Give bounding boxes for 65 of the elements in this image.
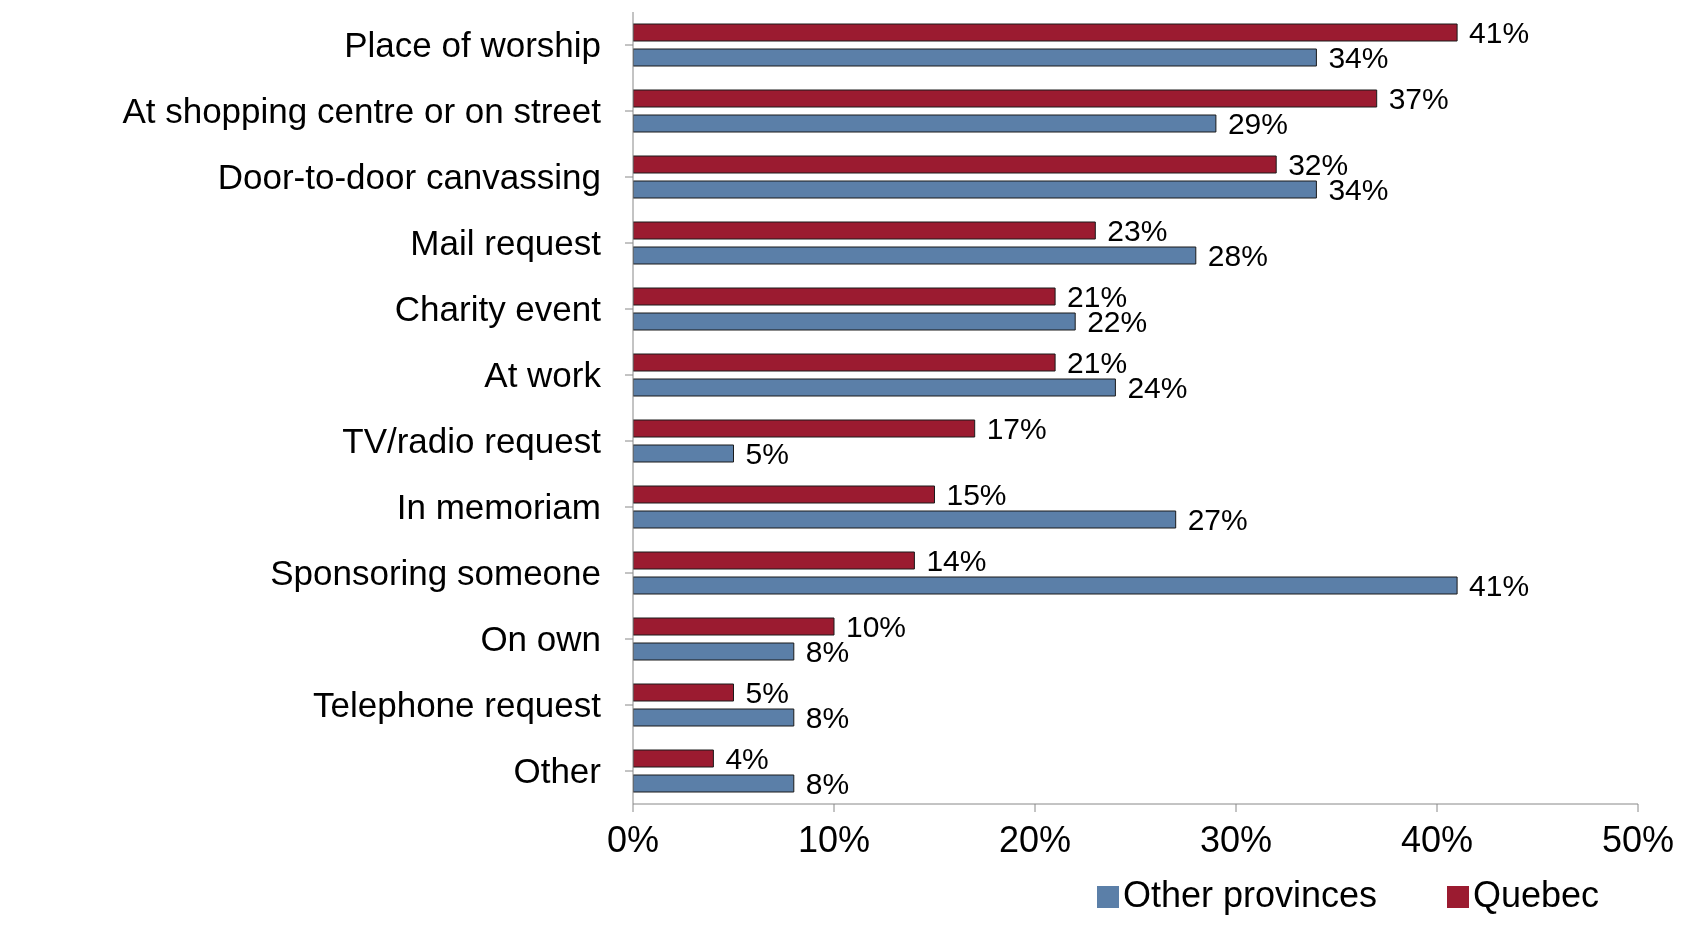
bar bbox=[633, 551, 915, 570]
data-label: 10% bbox=[846, 610, 907, 643]
bar bbox=[633, 23, 1458, 42]
bar bbox=[633, 180, 1317, 199]
data-label: 24% bbox=[1127, 371, 1188, 404]
bar bbox=[633, 48, 1317, 67]
data-label: 8% bbox=[805, 701, 850, 734]
bar bbox=[633, 774, 795, 793]
y-tick-label: Place of worship bbox=[344, 25, 601, 65]
data-label: 32% bbox=[1288, 148, 1349, 181]
data-label: 27% bbox=[1187, 503, 1248, 536]
legend-label: Quebec bbox=[1473, 874, 1600, 915]
data-label: 41% bbox=[1469, 569, 1530, 602]
bar bbox=[633, 642, 795, 661]
data-label: 15% bbox=[946, 478, 1007, 511]
data-label: 5% bbox=[745, 437, 789, 470]
y-tick-label: Door-to-door canvassing bbox=[217, 157, 601, 197]
bar bbox=[633, 114, 1217, 133]
bar bbox=[633, 312, 1076, 331]
data-label: 17% bbox=[986, 412, 1047, 445]
x-tick-label: 40% bbox=[1400, 818, 1474, 860]
bar bbox=[633, 708, 795, 727]
y-tick-label: Mail request bbox=[410, 223, 602, 263]
bar bbox=[633, 510, 1177, 529]
y-tick-label: TV/radio request bbox=[342, 421, 602, 461]
bar bbox=[633, 353, 1056, 372]
x-tick-label: 50% bbox=[1601, 818, 1675, 860]
data-label: 28% bbox=[1207, 239, 1268, 272]
data-label: 23% bbox=[1107, 214, 1168, 247]
y-tick-label: Other bbox=[513, 751, 602, 791]
x-tick-label: 30% bbox=[1199, 818, 1273, 860]
data-label: 37% bbox=[1388, 82, 1449, 115]
bar bbox=[633, 419, 976, 438]
y-tick-label: Charity event bbox=[394, 289, 602, 329]
y-tick-label: In memoriam bbox=[396, 487, 601, 527]
bar bbox=[633, 444, 734, 463]
data-label: 5% bbox=[745, 676, 789, 709]
x-tick-label: 0% bbox=[606, 818, 660, 860]
bar bbox=[633, 749, 714, 768]
y-tick-label: At shopping centre or on street bbox=[122, 91, 602, 131]
x-tick-label: 10% bbox=[797, 818, 871, 860]
bar bbox=[633, 617, 835, 636]
data-label: 8% bbox=[805, 767, 850, 800]
bar bbox=[633, 89, 1378, 108]
bar bbox=[633, 155, 1277, 174]
data-label: 41% bbox=[1469, 16, 1530, 49]
bar bbox=[633, 683, 734, 702]
data-label: 4% bbox=[725, 742, 769, 775]
data-label: 34% bbox=[1328, 41, 1389, 74]
data-label: 14% bbox=[926, 544, 987, 577]
y-tick-label: On own bbox=[480, 619, 601, 659]
y-tick-label: Sponsoring someone bbox=[270, 553, 601, 593]
bar bbox=[633, 378, 1116, 397]
y-tick-label: Telephone request bbox=[313, 685, 602, 725]
data-label: 21% bbox=[1067, 280, 1128, 313]
data-label: 21% bbox=[1067, 346, 1128, 379]
data-label: 29% bbox=[1227, 107, 1288, 140]
legend-label: Other provinces bbox=[1122, 874, 1377, 915]
bar bbox=[633, 576, 1458, 595]
bar bbox=[633, 287, 1056, 306]
bar bbox=[633, 485, 935, 504]
y-tick-label: At work bbox=[484, 355, 602, 395]
bar bbox=[633, 246, 1197, 265]
bar bbox=[633, 221, 1096, 240]
x-tick-label: 20% bbox=[998, 818, 1072, 860]
